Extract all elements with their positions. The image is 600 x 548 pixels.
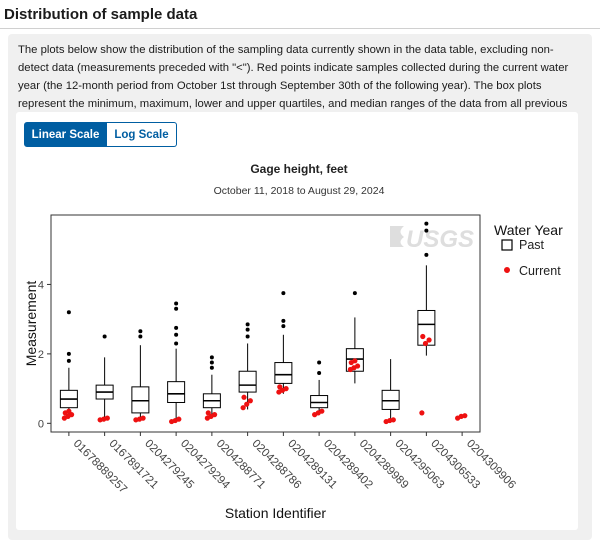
current-point: [419, 410, 425, 416]
current-point: [283, 386, 289, 392]
current-point: [426, 337, 432, 343]
current-point: [319, 408, 325, 414]
outlier-point: [245, 327, 250, 332]
current-point: [104, 415, 110, 421]
log-scale-button[interactable]: Log Scale: [107, 122, 177, 147]
current-point: [140, 415, 146, 421]
current-point: [462, 413, 468, 419]
outlier-point: [209, 360, 214, 365]
x-axis-label: Station Identifier: [225, 505, 327, 521]
outlier-point: [424, 221, 429, 226]
box-iqr: [417, 309, 436, 346]
title-divider: [0, 28, 600, 29]
outlier-point: [281, 291, 286, 296]
outlier-point: [352, 291, 357, 296]
box-iqr: [167, 381, 186, 403]
outlier-point: [424, 252, 429, 257]
linear-scale-button[interactable]: Linear Scale: [24, 122, 107, 147]
current-point: [241, 394, 247, 400]
current-point: [176, 416, 182, 422]
usgs-watermark-text: USGS: [406, 226, 474, 253]
y-axis-label: Measurement: [23, 281, 39, 367]
outlier-point: [245, 334, 250, 339]
outlier-point: [245, 322, 250, 327]
current-point: [247, 398, 253, 404]
current-point: [352, 358, 358, 364]
legend-past-label: Past: [519, 238, 545, 252]
outlier-point: [66, 310, 71, 315]
current-point: [420, 333, 426, 340]
current-point: [240, 405, 246, 411]
current-point: [66, 408, 72, 414]
current-point: [422, 340, 429, 347]
y-tick-label: 2: [38, 349, 44, 361]
outlier-point: [317, 370, 322, 375]
legend-current-label: Current: [519, 264, 561, 278]
box-iqr: [310, 395, 329, 409]
outlier-point: [174, 332, 179, 337]
outlier-point: [174, 301, 179, 306]
scale-toggle: Linear Scale Log Scale: [24, 122, 177, 147]
current-point: [211, 412, 218, 418]
outlier-point: [102, 334, 107, 339]
y-tick-label: 0: [38, 418, 44, 430]
box-iqr: [238, 370, 257, 393]
outlier-point: [138, 334, 143, 339]
outlier-point: [281, 324, 286, 329]
outlier-point: [66, 351, 71, 356]
chart-title: Gage height, feet: [250, 162, 347, 176]
outlier-point: [174, 325, 179, 330]
current-point: [390, 417, 396, 423]
current-point: [244, 401, 250, 407]
legend-title: Water Year: [494, 222, 563, 238]
outlier-point: [66, 358, 71, 363]
section-title: Distribution of sample data: [4, 6, 198, 23]
outlier-point: [281, 318, 286, 323]
outlier-point: [317, 360, 322, 365]
outlier-point: [138, 329, 143, 334]
outlier-point: [209, 355, 214, 360]
usgs-watermark: USGS: [390, 226, 474, 253]
current-point: [277, 384, 283, 390]
current-point: [354, 363, 361, 369]
chart-subtitle: October 11, 2018 to August 29, 2024: [214, 185, 385, 197]
outlier-point: [174, 306, 179, 311]
legend-past-swatch: [501, 239, 513, 251]
legend-current-swatch: [504, 267, 510, 273]
outlier-point: [174, 341, 179, 346]
box-iqr: [381, 389, 400, 410]
outlier-point: [209, 365, 214, 370]
plot-frame: [50, 214, 481, 433]
box-iqr: [131, 386, 150, 414]
outlier-point: [424, 228, 429, 233]
current-point: [205, 410, 211, 416]
y-tick-label: 4: [38, 279, 44, 291]
box-iqr: [274, 362, 293, 384]
usgs-logo-icon: [390, 226, 404, 247]
